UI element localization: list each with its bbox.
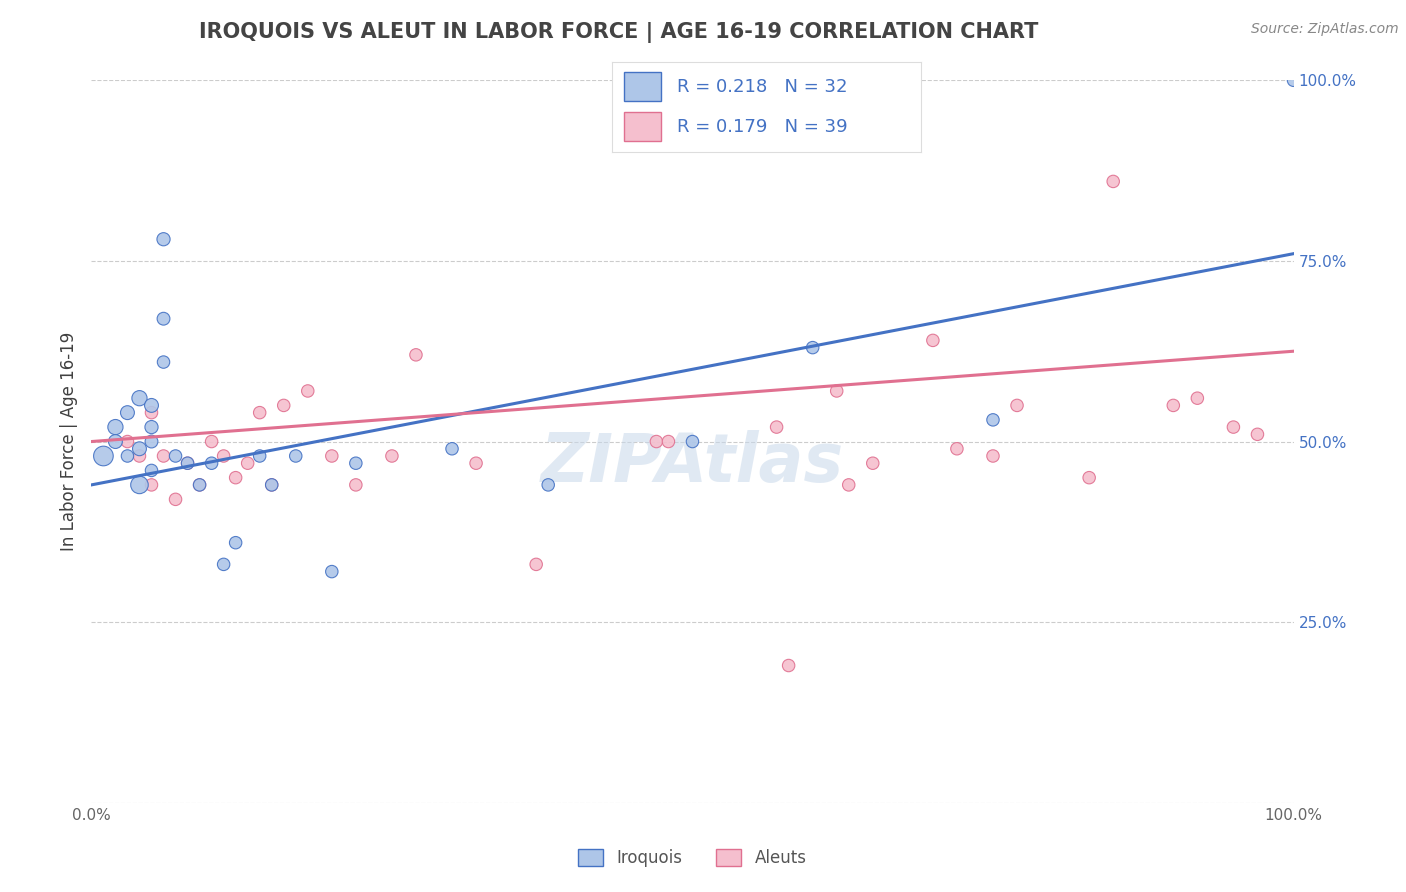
Point — [141, 463, 163, 477]
Point — [141, 478, 163, 492]
Point — [212, 558, 235, 572]
Point — [225, 470, 247, 484]
Point — [236, 456, 259, 470]
Point — [188, 478, 211, 492]
Point — [128, 478, 150, 492]
Point — [922, 334, 945, 348]
Point — [405, 348, 427, 362]
Point — [344, 478, 367, 492]
Point — [201, 434, 224, 449]
Text: IROQUOIS VS ALEUT IN LABOR FORCE | AGE 16-19 CORRELATION CHART: IROQUOIS VS ALEUT IN LABOR FORCE | AGE 1… — [200, 22, 1038, 44]
Point — [1187, 391, 1209, 405]
Point — [657, 434, 679, 449]
Point — [273, 398, 295, 412]
Point — [152, 311, 174, 326]
FancyBboxPatch shape — [624, 72, 661, 101]
Point — [801, 341, 824, 355]
Point — [645, 434, 668, 449]
Point — [524, 558, 547, 572]
Point — [440, 442, 463, 456]
FancyBboxPatch shape — [624, 112, 661, 141]
Point — [128, 449, 150, 463]
Point — [104, 420, 127, 434]
Text: R = 0.218   N = 32: R = 0.218 N = 32 — [676, 78, 846, 95]
Point — [284, 449, 307, 463]
Point — [862, 456, 884, 470]
Point — [1282, 73, 1305, 87]
Point — [249, 449, 271, 463]
Point — [141, 420, 163, 434]
Point — [778, 658, 800, 673]
Point — [321, 565, 343, 579]
Point — [825, 384, 848, 398]
Point — [128, 391, 150, 405]
Point — [117, 449, 139, 463]
Point — [1102, 174, 1125, 188]
Point — [946, 442, 969, 456]
Point — [981, 413, 1004, 427]
Point — [165, 492, 187, 507]
Point — [537, 478, 560, 492]
Point — [249, 406, 271, 420]
Point — [260, 478, 283, 492]
Point — [212, 449, 235, 463]
Point — [152, 449, 174, 463]
Point — [1246, 427, 1268, 442]
Text: ZIPAtlas: ZIPAtlas — [541, 430, 844, 496]
Point — [188, 478, 211, 492]
Point — [297, 384, 319, 398]
Point — [176, 456, 198, 470]
Point — [765, 420, 787, 434]
Point — [152, 232, 174, 246]
Point — [176, 456, 198, 470]
Point — [260, 478, 283, 492]
Point — [141, 406, 163, 420]
Point — [1005, 398, 1028, 412]
Point — [1161, 398, 1184, 412]
Point — [838, 478, 860, 492]
Point — [117, 406, 139, 420]
Legend: Iroquois, Aleuts: Iroquois, Aleuts — [572, 842, 813, 874]
Point — [225, 535, 247, 549]
Point — [117, 434, 139, 449]
Point — [128, 442, 150, 456]
Point — [104, 434, 127, 449]
Point — [1078, 470, 1101, 484]
Y-axis label: In Labor Force | Age 16-19: In Labor Force | Age 16-19 — [59, 332, 77, 551]
Point — [681, 434, 703, 449]
Text: R = 0.179   N = 39: R = 0.179 N = 39 — [676, 118, 848, 136]
Point — [201, 456, 224, 470]
Point — [381, 449, 404, 463]
Point — [93, 449, 115, 463]
Point — [141, 398, 163, 412]
Point — [465, 456, 488, 470]
Text: Source: ZipAtlas.com: Source: ZipAtlas.com — [1251, 22, 1399, 37]
Point — [981, 449, 1004, 463]
Point — [165, 449, 187, 463]
Point — [152, 355, 174, 369]
Point — [344, 456, 367, 470]
Point — [1222, 420, 1244, 434]
Point — [141, 434, 163, 449]
Point — [321, 449, 343, 463]
